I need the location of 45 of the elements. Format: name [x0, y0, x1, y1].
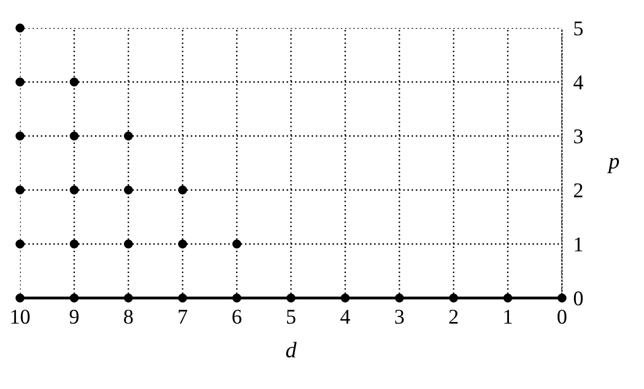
point	[16, 24, 24, 32]
y-axis-title: p	[607, 158, 619, 174]
point	[16, 186, 24, 194]
point	[70, 132, 79, 140]
x-tick-label: 2	[449, 310, 458, 324]
point	[16, 240, 24, 248]
point	[16, 78, 24, 86]
y-tick-label: 2	[574, 183, 582, 198]
point	[558, 294, 566, 302]
point	[124, 240, 133, 248]
point	[503, 294, 512, 302]
point	[70, 78, 79, 86]
point	[340, 294, 350, 302]
point	[124, 132, 133, 140]
point	[232, 294, 242, 302]
point	[232, 240, 242, 248]
y-tick-label: 5	[574, 22, 583, 36]
x-tick-label: 5	[287, 310, 296, 324]
y-tick-label: 4	[574, 76, 584, 90]
point	[124, 186, 133, 194]
point	[124, 294, 133, 302]
x-tick-label: 7	[178, 310, 188, 324]
point	[449, 294, 458, 302]
y-tick-label: 1	[574, 237, 582, 252]
x-axis-title: d	[286, 342, 297, 358]
x-tick-label: 6	[232, 310, 242, 324]
point	[16, 132, 24, 140]
point	[178, 294, 188, 302]
point	[178, 186, 188, 194]
y-tick-label: 0	[574, 291, 583, 306]
point	[394, 294, 404, 302]
point	[70, 186, 79, 194]
y-tick-label: 3	[574, 129, 583, 144]
x-tick-label: 8	[124, 310, 133, 324]
point	[16, 294, 24, 302]
x-tick-label: 10	[11, 310, 30, 324]
x-tick-label: 1	[504, 310, 512, 324]
point	[178, 240, 188, 248]
x-tick-label: 3	[395, 310, 404, 324]
point	[70, 240, 79, 248]
point	[286, 294, 296, 302]
point	[70, 294, 79, 302]
x-tick-label: 4	[340, 310, 350, 324]
x-tick-label: 9	[70, 310, 79, 324]
x-tick-label: 0	[558, 310, 566, 324]
